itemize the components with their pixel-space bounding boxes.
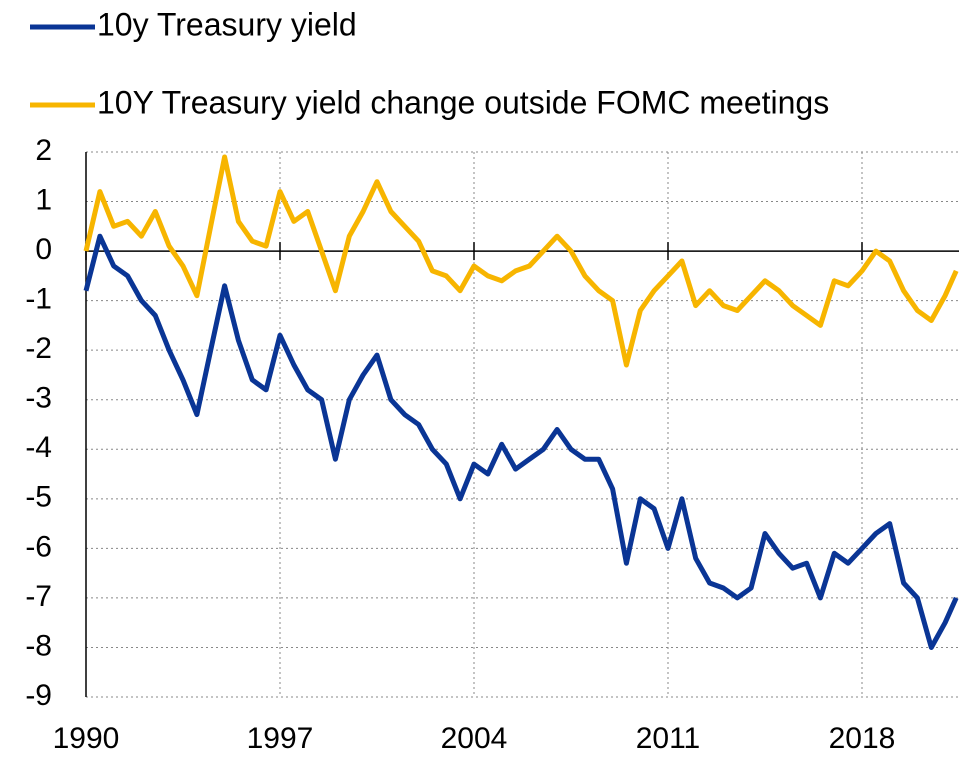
y-tick-label: 0 bbox=[35, 233, 52, 266]
x-tick-label: 2011 bbox=[636, 722, 701, 755]
x-tick-label: 1990 bbox=[53, 722, 120, 755]
y-tick-label: -1 bbox=[25, 283, 52, 316]
y-tick-label: 1 bbox=[35, 183, 52, 216]
series-line bbox=[83, 233, 959, 650]
y-tick-label: -7 bbox=[25, 580, 52, 613]
y-tick-label: 2 bbox=[35, 134, 52, 167]
y-tick-label: -8 bbox=[25, 629, 52, 662]
y-tick-label: -9 bbox=[25, 679, 52, 712]
legend-label: 10y Treasury yield bbox=[97, 6, 357, 42]
y-tick-label: -5 bbox=[25, 481, 52, 514]
y-tick-label: -3 bbox=[25, 382, 52, 415]
x-tick-label: 2004 bbox=[441, 722, 508, 755]
x-tick-label: 2018 bbox=[829, 722, 896, 755]
legend-label: 10Y Treasury yield change outside FOMC m… bbox=[97, 84, 829, 120]
x-tick-label: 1997 bbox=[247, 722, 314, 755]
y-tick-label: -6 bbox=[25, 530, 52, 563]
y-tick-label: -2 bbox=[25, 332, 52, 365]
y-tick-label: -4 bbox=[25, 431, 52, 464]
series-line bbox=[83, 154, 959, 368]
